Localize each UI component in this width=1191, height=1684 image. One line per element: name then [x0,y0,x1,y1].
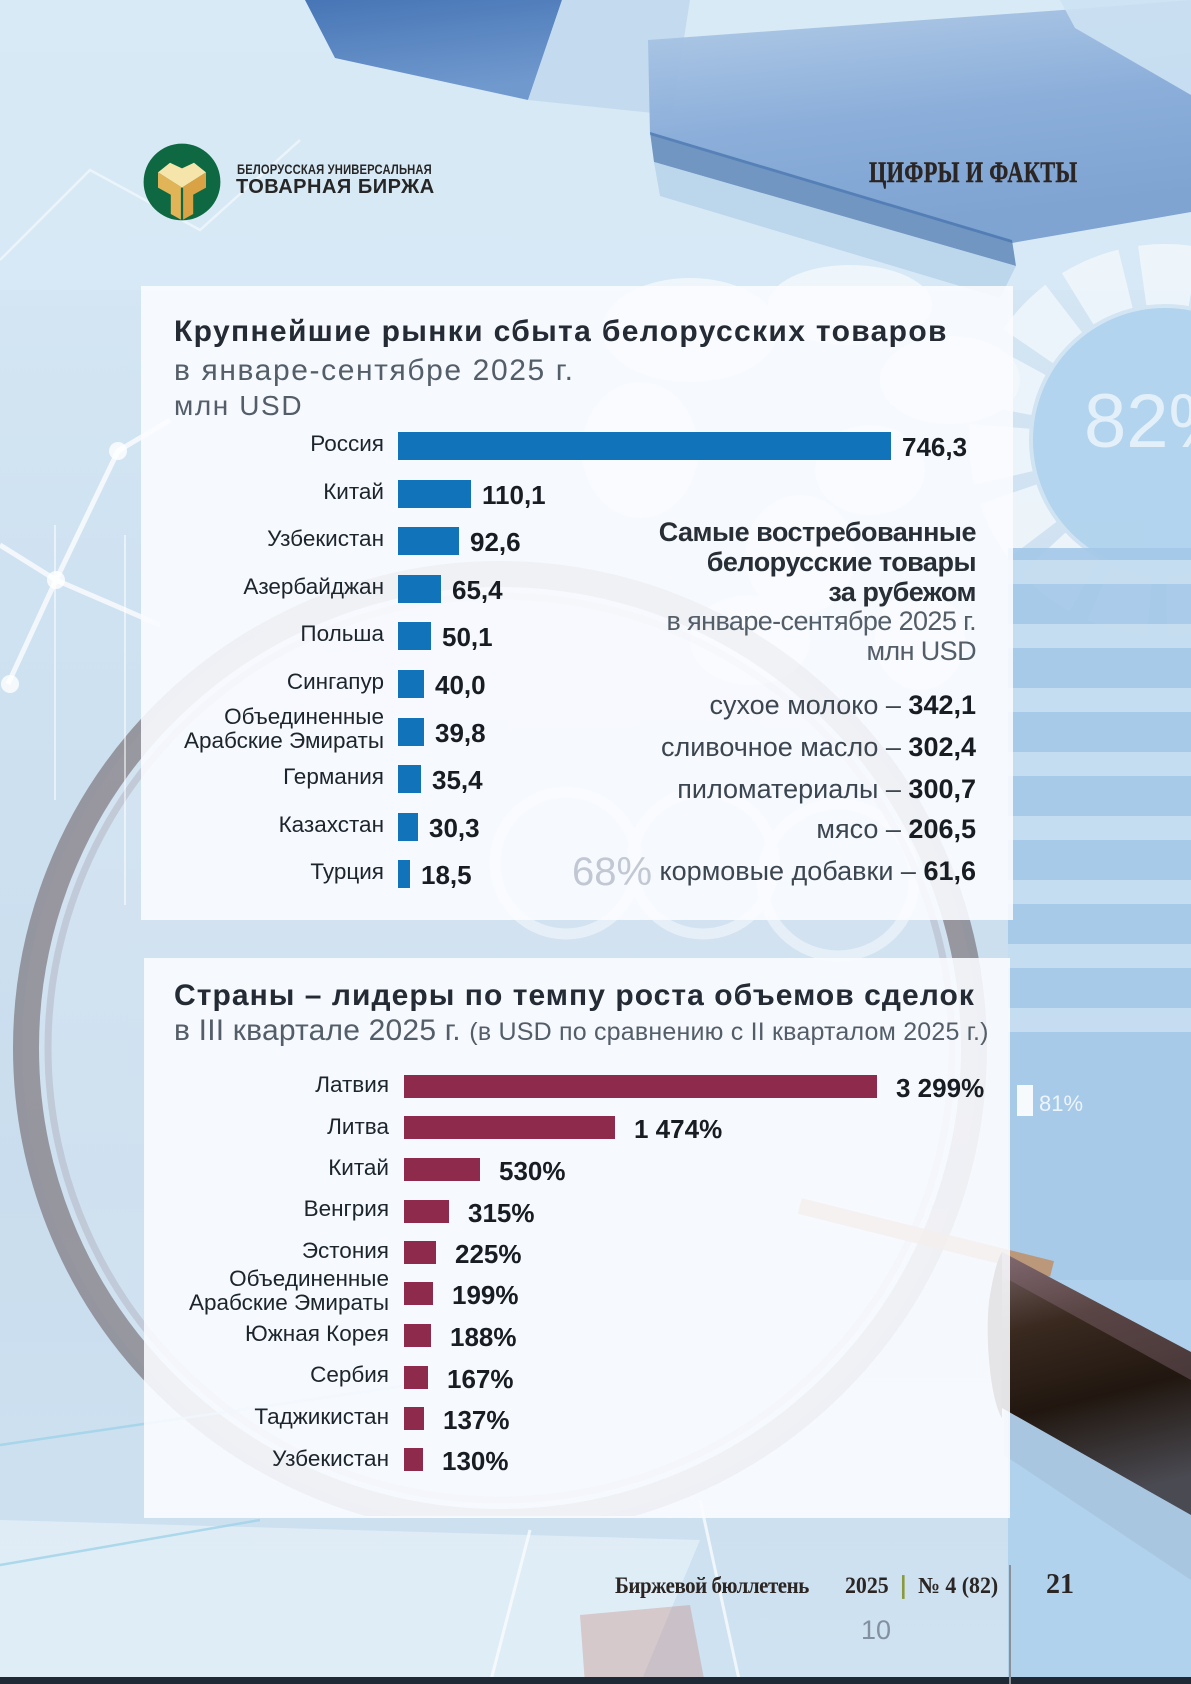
svg-text:82%: 82% [1084,379,1191,464]
svg-text:81%: 81% [1039,1091,1083,1116]
svg-text:10: 10 [861,1615,891,1645]
